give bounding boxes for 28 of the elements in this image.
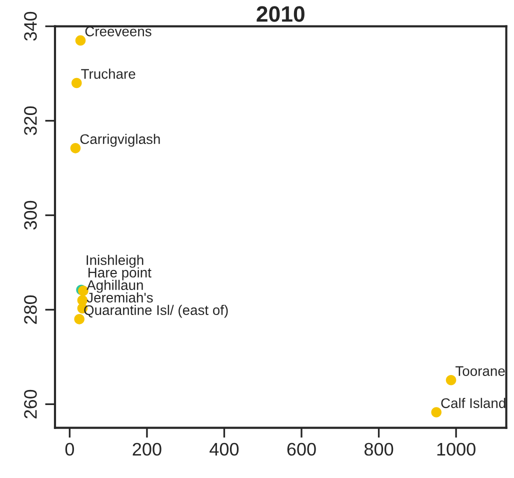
x-tick-label: 600 [287,442,316,456]
x-tick-label: 800 [364,442,394,456]
data-label: Toorane [456,366,505,376]
point [74,314,84,324]
data-label: Aghillaun [86,280,143,293]
point [431,407,442,418]
y-tick-label: 280 [24,295,37,324]
x-tick-label: 200 [132,442,162,456]
x-tick-label: 0 [65,442,74,456]
data-label: Quarantine Isl/ (east of) [84,304,228,318]
point [71,78,82,88]
data-label: Jeremiah's [86,292,153,303]
point [446,374,456,386]
x-tick-label: 400 [210,442,239,456]
point [70,143,81,154]
data-label: Calf Island [441,398,506,408]
point [75,35,86,46]
x-tick-label: 1000 [437,442,476,456]
y-tick-label: 260 [24,390,37,418]
data-label: Hare point [88,267,152,280]
data-label: Creeveens [85,26,152,36]
data-label: Carrigviglash [80,134,160,147]
y-tick-label: 320 [24,106,37,136]
data-label: Truchare [81,68,136,79]
y-tick-label: 340 [24,12,37,41]
chart-title: 2010 [256,6,304,22]
y-tick-label: 300 [24,200,37,230]
data-label: Inishleigh [86,254,144,268]
